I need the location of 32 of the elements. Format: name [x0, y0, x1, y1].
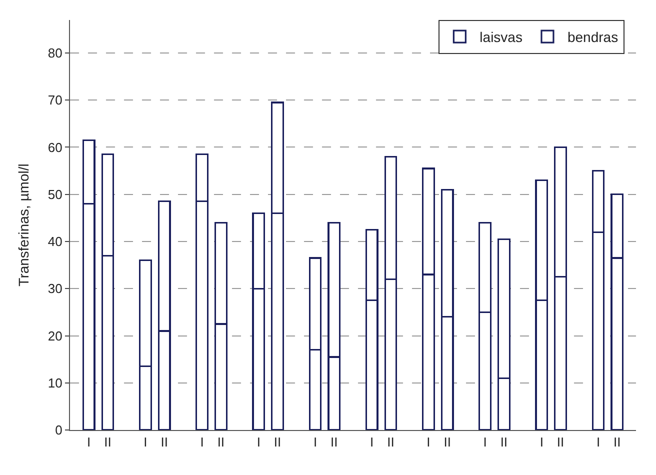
- x-tick-label: I: [596, 434, 600, 450]
- y-tick-label: 40: [48, 234, 62, 250]
- x-tick-label: II: [614, 434, 621, 450]
- x-tick-label: I: [370, 434, 374, 450]
- y-tick-label: 30: [48, 281, 62, 296]
- x-tick-label: I: [87, 434, 91, 450]
- x-tick-label: I: [200, 434, 204, 450]
- legend-label: laisvas: [480, 29, 522, 46]
- x-tick-label: I: [144, 434, 148, 450]
- x-tick-label: I: [313, 434, 318, 450]
- y-tick-label: 60: [48, 140, 62, 155]
- x-tick-label: II: [160, 434, 168, 450]
- x-tick-label: II: [217, 434, 225, 450]
- x-tick-label: II: [556, 434, 564, 450]
- y-tick-label: 10: [48, 375, 62, 390]
- y-tick-label: 70: [48, 92, 62, 108]
- x-tick-label: II: [387, 434, 394, 450]
- x-tick-label: I: [540, 434, 544, 450]
- y-tick-label: 20: [48, 328, 62, 344]
- y-tick-label: 50: [48, 186, 62, 202]
- x-tick-label: I: [256, 434, 260, 450]
- y-tick-label: 0: [55, 422, 62, 438]
- x-tick-label: II: [274, 434, 282, 450]
- x-tick-label: I: [483, 434, 487, 450]
- x-tick-label: II: [330, 434, 338, 450]
- legend-label: bendras: [567, 29, 618, 46]
- x-tick-label: II: [444, 434, 451, 450]
- x-tick-label: II: [500, 434, 508, 450]
- y-axis-title: Transferinas, µmol/l: [16, 164, 32, 286]
- x-tick-label: I: [426, 434, 430, 450]
- x-tick-label: II: [104, 434, 112, 450]
- y-tick-label: 80: [48, 46, 62, 61]
